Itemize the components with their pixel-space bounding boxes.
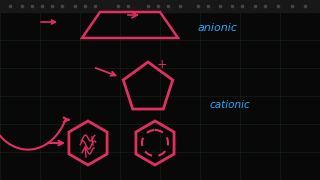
Text: +: + <box>157 57 167 71</box>
Bar <box>0 0 320 12</box>
Text: cationic: cationic <box>210 100 251 110</box>
Text: anionic: anionic <box>198 23 238 33</box>
